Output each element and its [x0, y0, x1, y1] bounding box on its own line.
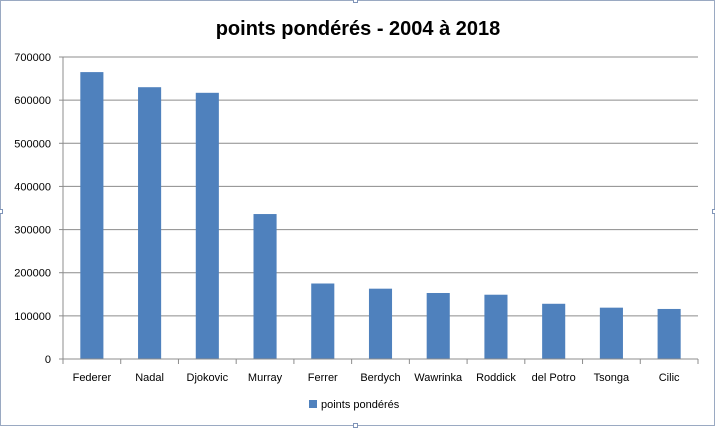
bar-nadal — [138, 87, 162, 359]
x-tick-label: Ferrer — [308, 372, 338, 384]
bars — [80, 72, 681, 360]
legend-label: points pondérés — [321, 399, 400, 411]
x-tick-label: del Potro — [532, 372, 576, 384]
y-tick-label: 400000 — [14, 181, 51, 193]
y-tick-label: 700000 — [14, 52, 51, 64]
x-tick-label: Berdych — [360, 372, 400, 384]
y-tick-label: 200000 — [14, 268, 51, 280]
bar-cilic — [657, 308, 681, 359]
x-tick-label: Federer — [73, 372, 112, 384]
bar-murray — [253, 214, 277, 359]
x-tick-label: Nadal — [135, 372, 164, 384]
bar-roddick — [484, 294, 508, 359]
legend-swatch — [309, 400, 317, 408]
bar-tsonga — [599, 307, 623, 359]
resize-handle-right[interactable] — [712, 209, 715, 214]
bar-federer — [80, 72, 104, 359]
bar-berdych — [368, 288, 393, 359]
bar-wawrinka — [426, 292, 450, 359]
y-tick-label: 100000 — [14, 311, 51, 323]
legend: points pondérés — [309, 399, 400, 411]
x-tick-label: Wawrinka — [414, 372, 463, 384]
resize-handle-left[interactable] — [0, 209, 3, 214]
bar-del-potro — [542, 303, 566, 359]
bar-ferrer — [311, 283, 335, 359]
resize-handle-top[interactable] — [353, 0, 358, 3]
y-tick-label: 500000 — [14, 138, 51, 150]
x-tick-label: Cilic — [659, 372, 680, 384]
y-tick-label: 600000 — [14, 95, 51, 107]
x-tick-label: Djokovic — [187, 372, 229, 384]
bar-djokovic — [195, 92, 219, 360]
gridlines — [63, 56, 698, 317]
x-axis: Federer Nadal Djokovic Murray Ferrer Berdych W… — [62, 358, 699, 384]
chart-title: points pondérés - 2004 à 2018 — [216, 18, 501, 40]
x-tick-label: Roddick — [476, 372, 516, 384]
y-tick-label: 300000 — [14, 225, 51, 237]
x-tick-label: Tsonga — [594, 372, 630, 384]
x-tick-label: Murray — [248, 372, 283, 384]
y-tick-label: 0 — [45, 354, 51, 366]
y-axis: 0 100000 200000 300000 400000 500000 600000 700… — [14, 52, 64, 366]
